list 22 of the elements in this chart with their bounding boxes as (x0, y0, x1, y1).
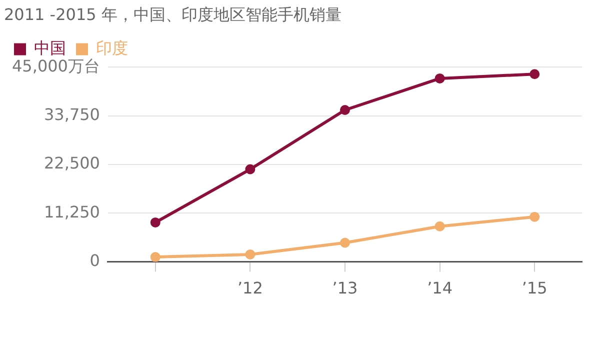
x-tick-label: ’14 (427, 278, 453, 298)
y-tick-label: 11,250 (44, 202, 100, 222)
point (340, 238, 350, 248)
x-tick-label: ’15 (522, 278, 548, 298)
y-tick-label: 0 (90, 250, 100, 270)
chart-title: 2011 -2015 年，中国、印度地区智能手机销量 (4, 4, 342, 24)
point (245, 164, 256, 174)
y-tick-label: 33,750 (44, 105, 100, 124)
point (530, 69, 540, 80)
y-tick-label: 22,500 (44, 154, 100, 173)
y-tick-label: 45,000万台 (12, 56, 100, 76)
point (245, 249, 256, 260)
legend-label: 中国 (34, 38, 66, 58)
point (434, 221, 445, 232)
point (434, 73, 445, 84)
point (530, 212, 540, 222)
x-tick-label: ’12 (237, 278, 263, 298)
point (150, 217, 160, 228)
point (150, 252, 160, 262)
x-tick-label: ’13 (332, 278, 358, 298)
point (340, 105, 350, 116)
legend-label: 印度 (96, 38, 128, 58)
